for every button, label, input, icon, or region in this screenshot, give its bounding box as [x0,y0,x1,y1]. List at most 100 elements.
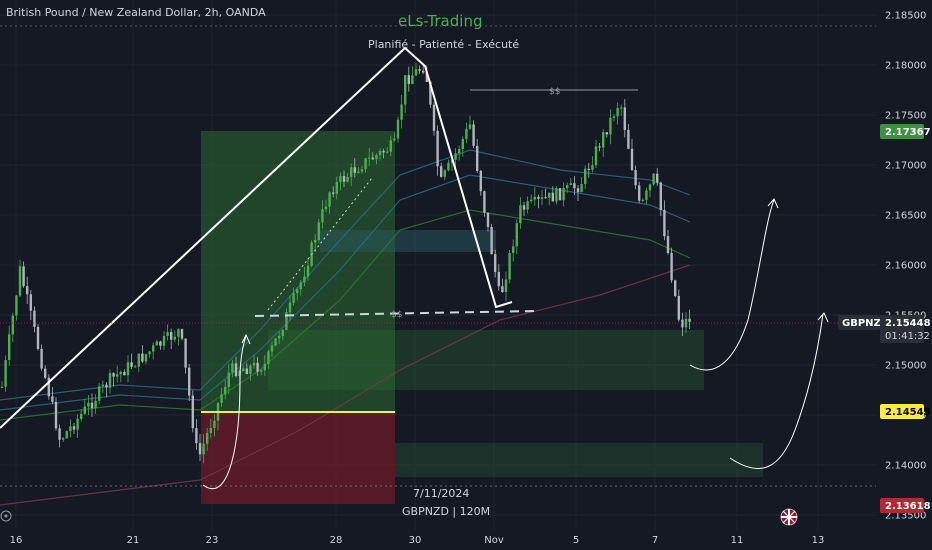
x-tick-label: 23 [206,535,219,546]
candle-body [594,146,598,166]
tp-price-tag [880,124,924,139]
candle-body [180,329,184,339]
candle-body [411,75,414,85]
candle-body [18,266,22,296]
x-tick-label: Nov [484,535,504,546]
candle-body [303,276,306,283]
candle-body [47,377,50,397]
candle-body [429,81,432,105]
candle-body [562,188,565,201]
x-tick-label: 16 [10,535,23,546]
candle-body [663,209,666,237]
candle-body [101,384,104,387]
x-tick-label: 28 [330,535,343,546]
uk-flag-icon[interactable] [780,508,798,526]
candle-body [605,132,608,135]
candle-body [11,315,14,335]
drawings [0,25,876,490]
moving-average-1 [0,149,691,401]
candle-body [252,362,256,366]
candle-body [580,183,583,193]
supply-zone [320,230,496,252]
candle-body [40,348,43,369]
candle-body [360,169,364,172]
liquidity-line-lower [254,310,537,317]
candle-body [90,402,94,409]
candle-body [170,331,173,340]
candle-body [566,185,569,189]
candle-body [112,373,115,377]
x-tick-label: 13 [812,535,825,546]
candle-body [375,155,378,160]
candle-body [634,170,637,186]
liquidity-label-lower: $$ [391,310,402,320]
candle-body [540,197,544,199]
candle-body [148,351,151,355]
candle-body [479,170,482,192]
candle-body [339,176,342,183]
candle-body [555,188,558,202]
brand-title: eLs-Trading [398,12,482,30]
candle-body [364,158,367,170]
candle-body [609,117,612,135]
candle-body [76,418,79,430]
candle-body [69,426,72,432]
candle-body [659,182,662,210]
price-axis[interactable]: 2.135002.140002.145002.150002.155002.160… [876,0,932,550]
candle-body [256,362,259,372]
sl-price-tag [880,498,924,513]
candle-body [447,162,450,171]
candle-body [184,338,187,368]
candle-body [501,286,504,293]
candle-body [220,394,223,403]
candle-body [602,132,605,148]
candle-body [159,341,162,346]
swing-curve [202,335,247,490]
candle-body [468,124,472,129]
candle-body [267,351,270,364]
y-tick-label: 2.18500 [885,11,926,22]
candle-body [641,199,644,201]
candle-body [119,371,122,375]
candle-body [26,286,29,295]
candle-body [155,341,158,346]
candle-body [684,318,688,328]
candle-body [278,335,281,339]
y-tick-label: 2.13500 [885,511,926,522]
candle-body [371,157,374,160]
candle-body [483,191,486,213]
dotted-trend-line [267,177,373,311]
candle-body [353,167,356,173]
y-tick-label: 2.14000 [885,461,926,472]
candle-body [299,282,302,290]
price-tags: 2.17367 GBPNZD 2.15448 01:41:32 2.14545 … [838,124,931,513]
y-tick-label: 2.16000 [885,261,926,272]
candle-body [533,196,536,200]
candle-body [260,370,263,372]
candle-body [677,295,680,320]
time-axis[interactable]: 16 21 23 28 30 Nov 5 7 11 13 [10,535,825,546]
candle-body [407,75,410,85]
target-icon[interactable] [0,510,12,522]
candle-body [94,400,97,409]
candle-body [231,363,234,373]
candle-body [598,146,601,148]
y-tick-label: 2.17000 [885,161,926,172]
candle-body [188,367,191,396]
candle-body [292,293,295,303]
x-tick-label: 30 [409,535,422,546]
candle-body [436,130,439,167]
candle-body [497,271,500,287]
candle-body [98,386,101,401]
projected-path-2-arrowhead [817,312,829,323]
sl-price-text: 2.13618 [885,501,931,512]
candle-body [288,302,292,313]
candle-body [670,253,673,281]
tp-price-text: 2.17367 [885,127,931,138]
y-tick-label: 2.18000 [885,61,926,72]
candle-body [393,138,396,141]
candle-body [177,329,180,337]
candle-body [425,72,428,82]
